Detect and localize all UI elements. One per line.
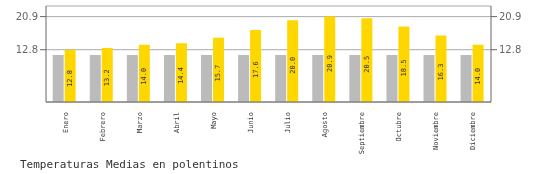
svg-text:Junio: Junio (247, 112, 255, 133)
svg-text:18.5: 18.5 (400, 60, 408, 77)
svg-text:12.8: 12.8 (16, 44, 38, 55)
svg-text:15.7: 15.7 (215, 65, 223, 82)
svg-text:17.6: 17.6 (252, 61, 260, 78)
svg-text:Julio: Julio (284, 112, 292, 133)
svg-text:16.3: 16.3 (437, 64, 445, 81)
svg-text:12.8: 12.8 (66, 70, 74, 87)
svg-text:Febrero: Febrero (99, 112, 107, 142)
svg-text:14.0: 14.0 (474, 68, 482, 85)
svg-text:12.8: 12.8 (499, 44, 521, 55)
svg-text:Agosto: Agosto (321, 112, 329, 137)
svg-text:20.5: 20.5 (363, 56, 371, 73)
html-text:Temperaturas Medias en polenti: Temperaturas Medias en polentinos (20, 158, 239, 171)
svg-text:Octubre: Octubre (395, 112, 403, 142)
svg-text:Mayo: Mayo (210, 112, 218, 129)
svg-text:Noviembre: Noviembre (432, 112, 440, 150)
svg-text:14.4: 14.4 (177, 67, 185, 84)
svg-text:14.0: 14.0 (140, 68, 148, 85)
svg-text:Abril: Abril (173, 112, 181, 133)
svg-text:Septiembre: Septiembre (358, 112, 366, 154)
svg-text:20.9: 20.9 (326, 55, 334, 72)
svg-text:20.0: 20.0 (289, 57, 297, 74)
svg-text:Diciembre: Diciembre (469, 112, 477, 150)
svg-text:20.9: 20.9 (16, 11, 38, 22)
svg-text:Marzo: Marzo (136, 112, 144, 133)
svg-text:13.2: 13.2 (103, 69, 111, 86)
svg-text:20.9: 20.9 (499, 11, 521, 22)
svg-text:Enero: Enero (62, 112, 70, 133)
